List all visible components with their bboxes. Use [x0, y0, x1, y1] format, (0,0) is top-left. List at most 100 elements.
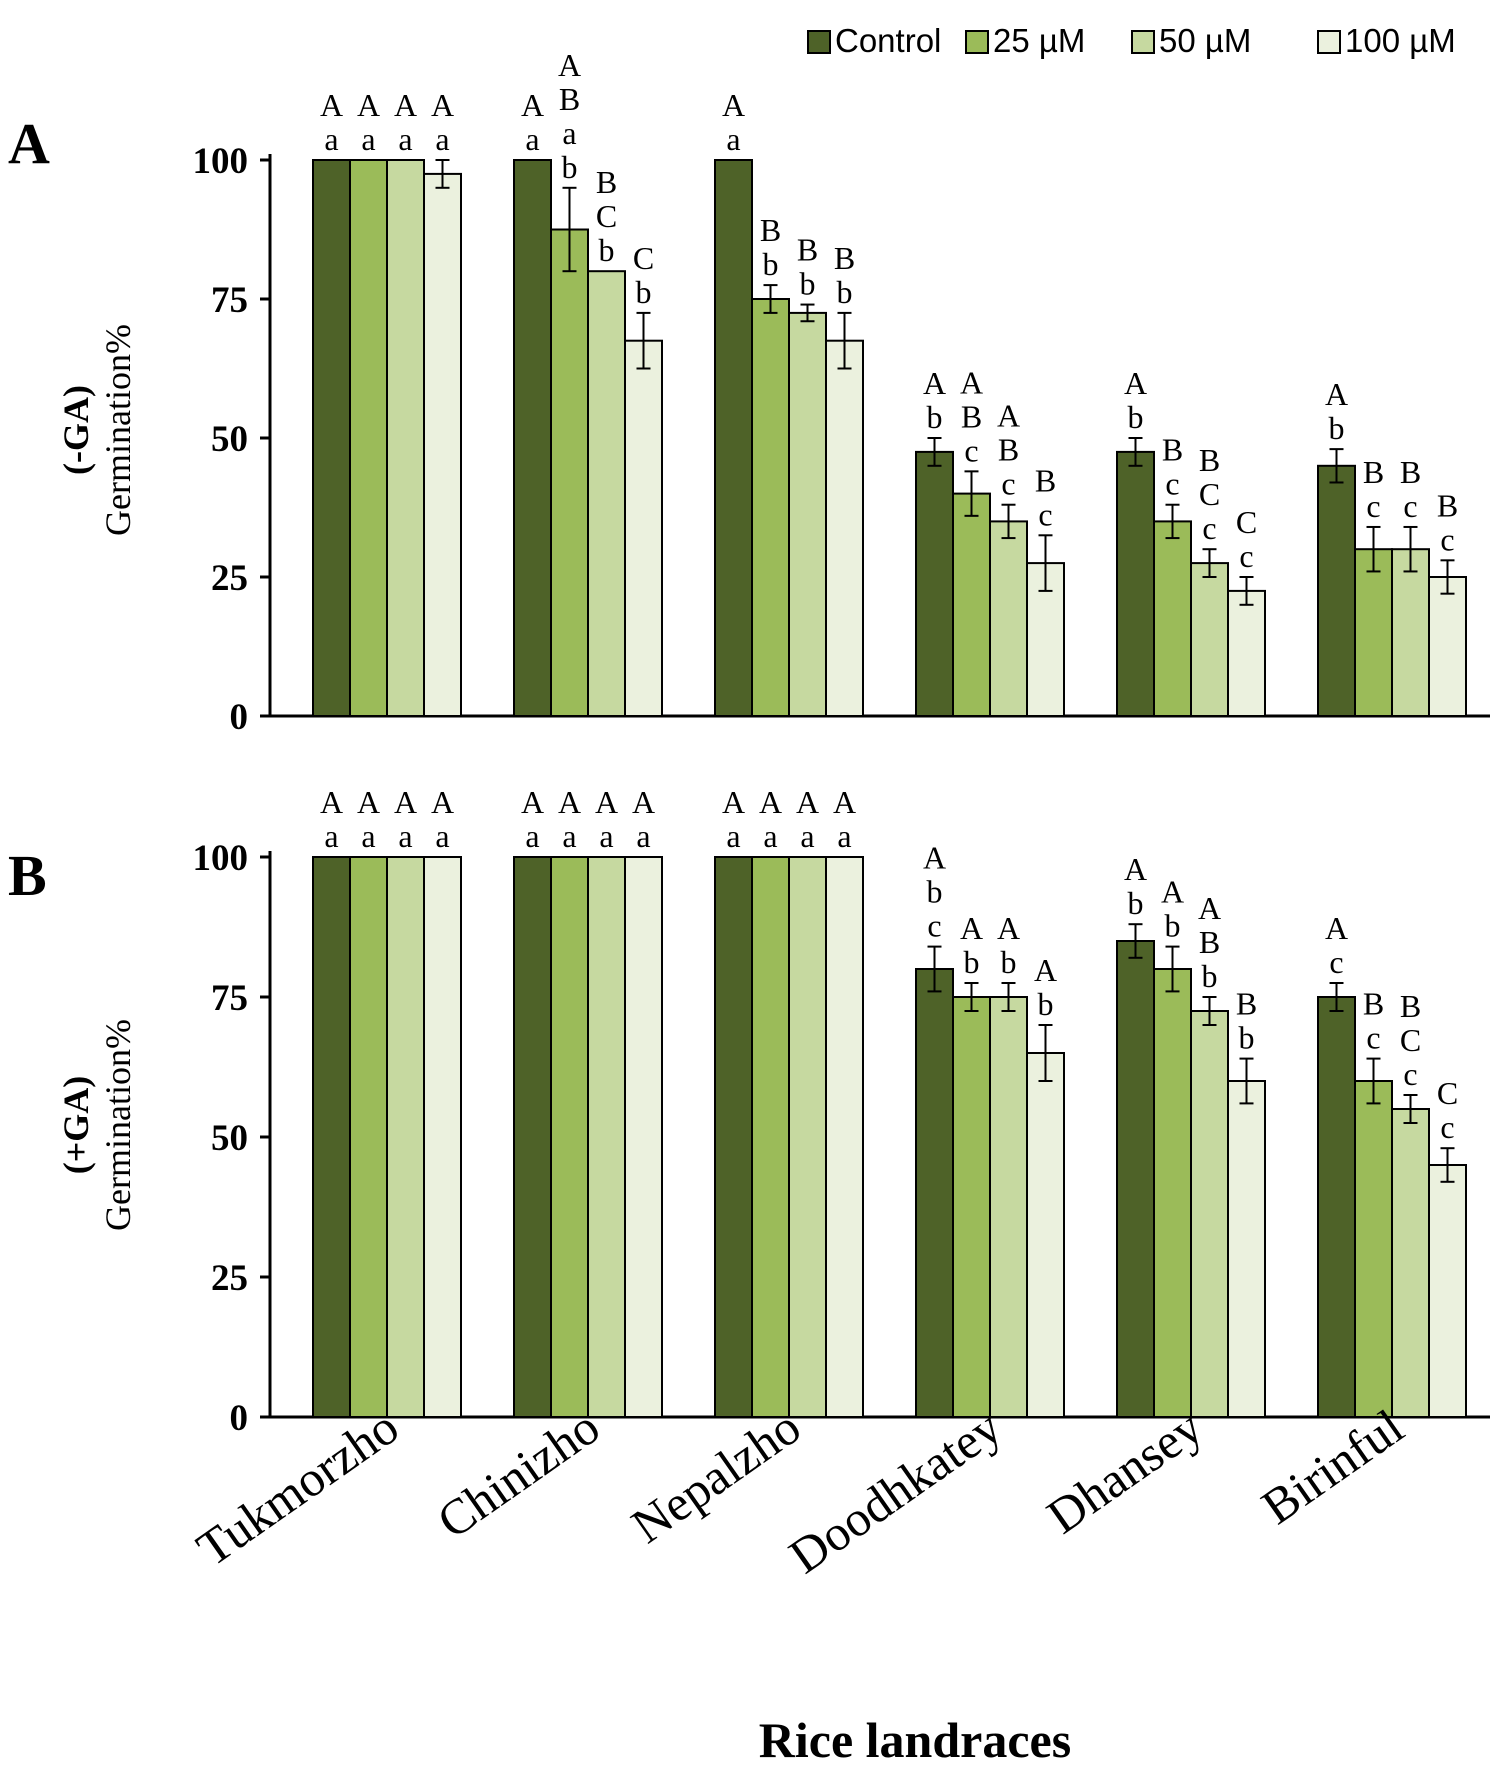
significance-letter: A	[357, 784, 380, 820]
significance-letter: b	[837, 274, 853, 310]
significance-letter: B	[998, 432, 1019, 468]
significance-letter: b	[927, 874, 943, 910]
significance-letter: c	[1239, 538, 1253, 574]
panel-label: A	[8, 111, 50, 176]
significance-letter: A	[923, 365, 946, 401]
bar	[989, 996, 1028, 1418]
bar	[1116, 450, 1155, 717]
significance-letter: b	[927, 399, 943, 435]
bar	[386, 159, 425, 717]
significance-letter: c	[1366, 1020, 1380, 1056]
significance-letter: c	[1403, 488, 1417, 524]
bar	[1391, 1108, 1430, 1418]
significance-letter: B	[559, 81, 580, 117]
legend-label: Control	[835, 22, 941, 59]
significance-letter: b	[1038, 986, 1054, 1022]
significance-letter: a	[361, 121, 375, 157]
significance-letter: A	[722, 784, 745, 820]
significance-letter: A	[833, 784, 856, 820]
significance-letter: A	[1198, 890, 1221, 926]
significance-letter: C	[1400, 1022, 1421, 1058]
significance-letter: b	[1202, 958, 1218, 994]
bar	[915, 450, 954, 717]
bar	[1227, 1080, 1266, 1418]
bar	[788, 311, 827, 717]
significance-letter: A	[558, 47, 581, 83]
significance-letter: b	[964, 944, 980, 980]
significance-letter: A	[1325, 910, 1348, 946]
significance-letter: a	[525, 818, 539, 854]
significance-letter: B	[961, 398, 982, 434]
significance-letter: a	[726, 121, 740, 157]
bar	[714, 856, 753, 1418]
significance-letter: A	[1124, 851, 1147, 887]
significance-letter: b	[1165, 908, 1181, 944]
significance-letter: A	[632, 784, 655, 820]
significance-letter: a	[636, 818, 650, 854]
significance-letter: A	[960, 910, 983, 946]
significance-letter: A	[521, 784, 544, 820]
significance-letter: A	[595, 784, 618, 820]
significance-letter: A	[521, 87, 544, 123]
bar	[1153, 520, 1192, 718]
significance-letter: a	[562, 818, 576, 854]
significance-letter: c	[1001, 466, 1015, 502]
legend-label: 25 µM	[993, 22, 1085, 59]
bar	[587, 270, 626, 717]
significance-letter: c	[1165, 466, 1179, 502]
x-category-label: Dhansey	[1037, 1398, 1212, 1544]
y-tick-label: 75	[211, 978, 248, 1019]
bar	[1116, 940, 1155, 1418]
significance-letter: b	[1001, 944, 1017, 980]
bar	[312, 159, 351, 717]
bar	[624, 856, 663, 1418]
bar	[915, 968, 954, 1418]
bar	[312, 856, 351, 1418]
y-axis-title: (+GA)	[56, 1076, 96, 1175]
significance-letter: a	[398, 121, 412, 157]
bar	[550, 856, 589, 1418]
legend-label: 100 µM	[1345, 22, 1456, 59]
bar	[1227, 589, 1266, 718]
significance-letter: a	[726, 818, 740, 854]
bar	[349, 856, 388, 1418]
significance-letter: c	[927, 908, 941, 944]
bar	[751, 298, 790, 717]
bar	[1317, 464, 1356, 717]
x-axis-title: Rice landraces	[759, 1712, 1071, 1768]
bar	[513, 856, 552, 1418]
y-tick-label: 50	[211, 419, 248, 460]
bar	[1190, 1010, 1229, 1418]
y-tick-label: 25	[211, 1258, 248, 1299]
bar	[1026, 562, 1065, 717]
bar	[1317, 996, 1356, 1418]
y-tick-label: 0	[230, 697, 249, 738]
bar	[423, 172, 462, 717]
y-axis-title: (-GA)	[56, 385, 96, 475]
bar	[550, 228, 589, 717]
significance-letter: A	[558, 784, 581, 820]
bar	[1190, 562, 1229, 717]
bar	[1354, 548, 1393, 718]
x-category-label: Tukmorzho	[187, 1398, 409, 1577]
significance-letter: c	[1366, 488, 1380, 524]
bar	[513, 159, 552, 717]
significance-letter: a	[324, 121, 338, 157]
bar	[1428, 576, 1467, 717]
y-tick-label: 50	[211, 1118, 248, 1159]
y-tick-label: 100	[193, 838, 249, 879]
bar	[825, 339, 864, 717]
significance-letter: A	[960, 364, 983, 400]
significance-letter: B	[760, 212, 781, 248]
significance-letter: A	[394, 784, 417, 820]
significance-letter: A	[759, 784, 782, 820]
significance-letter: A	[394, 87, 417, 123]
significance-letter: c	[1403, 1056, 1417, 1092]
significance-letter: b	[1239, 1020, 1255, 1056]
y-tick-label: 75	[211, 280, 248, 321]
significance-letter: b	[636, 274, 652, 310]
significance-letter: B	[1236, 986, 1257, 1022]
